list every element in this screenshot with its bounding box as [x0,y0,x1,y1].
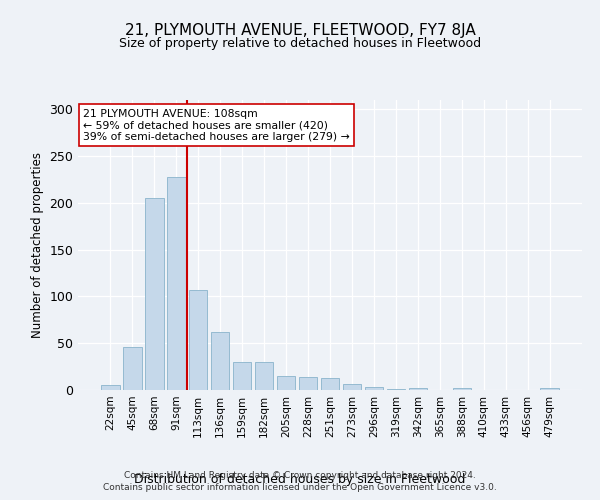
Bar [320,378,340,390]
Text: 21, PLYMOUTH AVENUE, FLEETWOOD, FY7 8JA: 21, PLYMOUTH AVENUE, FLEETWOOD, FY7 8JA [125,22,475,38]
Text: Contains HM Land Registry data © Crown copyright and database right 2024.
Contai: Contains HM Land Registry data © Crown c… [103,471,497,492]
Bar [409,388,427,390]
Bar [277,376,295,390]
Bar [541,388,559,390]
Bar [123,347,142,390]
Bar [211,332,229,390]
Bar [189,290,208,390]
Bar [386,389,405,390]
Bar [233,362,251,390]
Bar [343,384,361,390]
Text: Distribution of detached houses by size in Fleetwood: Distribution of detached houses by size … [134,474,466,486]
Y-axis label: Number of detached properties: Number of detached properties [31,152,44,338]
Bar [101,386,119,390]
Bar [145,198,164,390]
Bar [167,176,185,390]
Bar [452,388,471,390]
Bar [255,362,274,390]
Text: Size of property relative to detached houses in Fleetwood: Size of property relative to detached ho… [119,38,481,51]
Bar [365,387,383,390]
Bar [299,377,317,390]
Text: 21 PLYMOUTH AVENUE: 108sqm
← 59% of detached houses are smaller (420)
39% of sem: 21 PLYMOUTH AVENUE: 108sqm ← 59% of deta… [83,108,350,142]
